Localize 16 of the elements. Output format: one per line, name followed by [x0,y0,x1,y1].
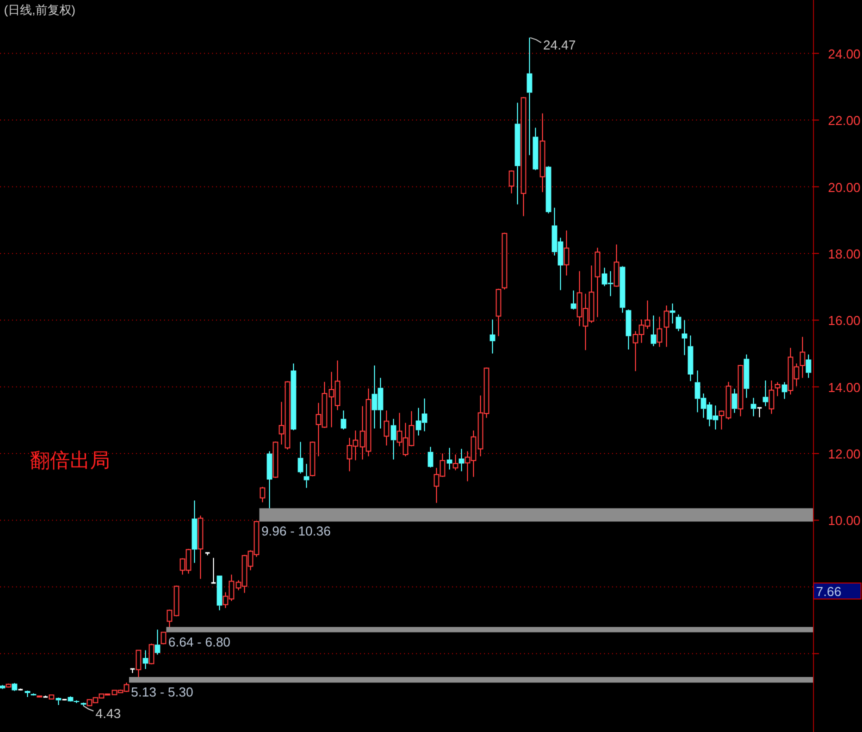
title: (日线,前复权) [4,3,76,17]
high-label: 24.47 [543,38,576,53]
ytick-label: 12.00 [828,446,861,462]
band-label: 5.13 - 5.30 [131,684,194,700]
price-label: 7.66 [816,584,842,600]
ytick-label: 14.00 [828,380,861,395]
ytick-label: 20.00 [828,180,861,195]
ytick-label: 16.00 [828,313,861,328]
ytick-label: 22.00 [828,113,861,128]
band-label: 6.64 - 6.80 [168,634,230,650]
band-label: 9.96 - 10.36 [261,524,331,539]
note: 翻倍出局 [30,450,110,472]
low-label: 4.43 [96,706,121,721]
ytick-label: 10.00 [828,513,861,528]
ytick-label: 24.00 [828,46,861,62]
ytick-label: 18.00 [828,246,861,262]
